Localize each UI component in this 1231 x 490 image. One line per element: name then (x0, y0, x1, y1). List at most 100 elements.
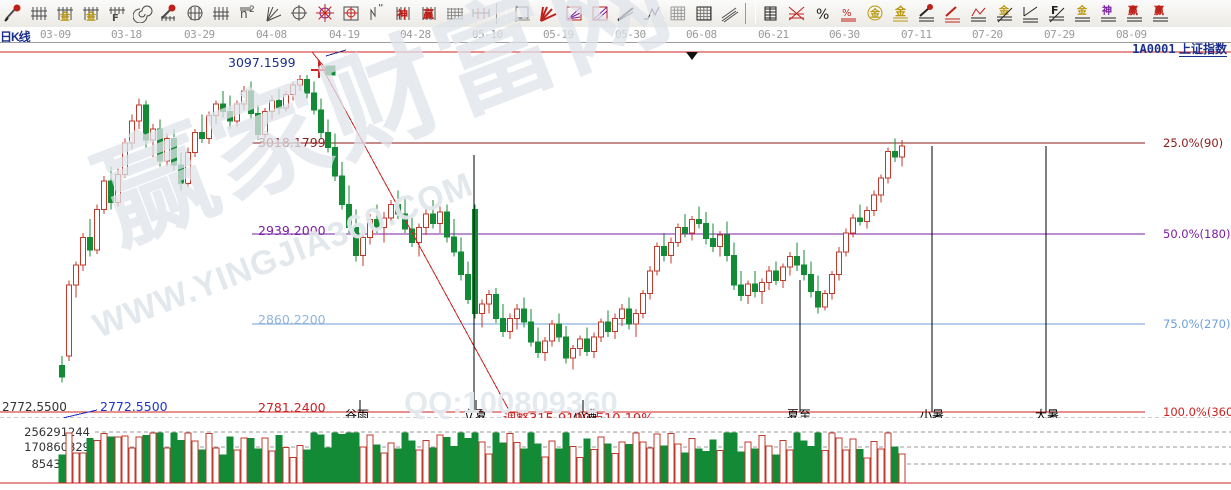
y-axis-price-label: 2772.5500 (2, 400, 67, 414)
percent-fib-icon[interactable]: 金 (992, 1, 1018, 26)
four-fib-icon[interactable]: 赢 (1122, 1, 1148, 26)
price-level-label: 3097.1599 (228, 55, 296, 70)
ladder-icon[interactable] (758, 1, 784, 26)
high-point-marker (325, 65, 336, 76)
wave-quote-icon[interactable]: " (364, 1, 390, 26)
rect-frame-icon[interactable] (509, 1, 535, 26)
solar-term-marker: 立夏 (463, 400, 487, 418)
date-axis-label: 08-09 (1116, 28, 1147, 41)
red-fan-icon[interactable] (535, 1, 561, 26)
crosshair-circle-icon[interactable] (286, 1, 312, 26)
date-axis-label: 07-29 (1044, 28, 1075, 41)
date-axis-label: 04-19 (329, 28, 360, 41)
comb-icon[interactable] (208, 1, 234, 26)
date-axis-label: 07-20 (972, 28, 1003, 41)
percent-icon[interactable]: % (810, 1, 836, 26)
date-axis-label: 03-09 (40, 28, 71, 41)
boxed-star-icon[interactable] (338, 1, 364, 26)
solar-term-marker: 谷雨 (345, 400, 369, 418)
svg-text:n: n (240, 7, 248, 21)
svg-text:金: 金 (59, 10, 71, 23)
f-grid-icon[interactable]: F (104, 1, 130, 26)
parallel-lines-icon[interactable] (717, 1, 743, 26)
date-axis-label: 04-08 (256, 28, 287, 41)
date-axis-label: 05-19 (543, 28, 574, 41)
k-line-mode-label: 日K线 (0, 30, 31, 44)
pen-tool-icon[interactable] (0, 1, 26, 26)
date-axis-label: 06-30 (829, 28, 860, 41)
f-fib-icon[interactable] (1018, 1, 1044, 26)
svg-text:夏至: 夏至 (787, 408, 811, 418)
zigzag-icon[interactable] (639, 1, 665, 26)
shen-fib-icon[interactable]: 金 (1070, 1, 1096, 26)
trend-lines-icon[interactable] (613, 1, 639, 26)
ying-fib-icon[interactable]: 神 (1096, 1, 1122, 26)
toolbar-separator (745, 3, 756, 24)
date-axis-label: 04-28 (400, 28, 431, 41)
measure-arrows-icon[interactable] (468, 1, 494, 26)
dotted-grid-icon[interactable] (442, 1, 468, 26)
circle-grid-icon[interactable] (182, 1, 208, 26)
svg-text:金: 金 (1076, 4, 1088, 17)
gold-fib2-icon[interactable]: F (1044, 1, 1070, 26)
box-diag-icon[interactable] (587, 1, 613, 26)
price-chart-svg: 25.0%(90) 50.0%(180) 75.0%(270) 100.0%(360)… (0, 49, 1231, 418)
gold-lines-icon[interactable]: 金 (888, 1, 914, 26)
svg-text:金: 金 (85, 10, 97, 23)
gold-circle-icon[interactable]: 金 (862, 1, 888, 26)
svg-text:赢: 赢 (1128, 4, 1138, 17)
svg-text:赢: 赢 (423, 7, 434, 21)
svg-text:金: 金 (869, 7, 881, 20)
percent-lines-icon[interactable]: % (836, 1, 862, 26)
gold-grid-icon[interactable]: 金 (52, 1, 78, 26)
mesh-grid2-icon[interactable] (691, 1, 717, 26)
symbol-name: 上证指数 (1178, 42, 1227, 57)
volume-pane[interactable]: 25629124417086082985430415 (0, 421, 1231, 490)
decline-annotation: 调整315.9199点10.19% (503, 412, 654, 418)
fib-level-line: 25.0%(90) (252, 136, 1223, 150)
date-axis-label: 03-18 (111, 28, 142, 41)
fan-lines-icon[interactable] (260, 1, 286, 26)
svg-text:%: % (816, 7, 829, 23)
date-axis-label: 03-29 (184, 28, 215, 41)
price-candlestick-pane[interactable]: 25.0%(90) 50.0%(180) 75.0%(270) 100.0%(360)… (0, 43, 1231, 418)
toolbar-separator (496, 3, 507, 24)
shen-grid-icon[interactable]: 神 (390, 1, 416, 26)
spiral-icon[interactable] (130, 1, 156, 26)
svg-text:大暑: 大暑 (1035, 408, 1059, 418)
svg-text:小满: 小满 (573, 408, 597, 418)
svg-text:F: F (112, 13, 119, 23)
svg-text:金: 金 (894, 4, 907, 18)
four-fib-extra-icon[interactable]: 赢 (1148, 1, 1174, 26)
svg-text:神: 神 (397, 7, 408, 21)
grid-lines-icon[interactable] (26, 1, 52, 26)
date-axis-label: 05-30 (615, 28, 646, 41)
price-level-label: 2860.2200 (258, 312, 326, 327)
volume-chart-svg: 25629124417086082985430415 (0, 425, 1231, 484)
price-level-label: 3018.1799 (258, 135, 326, 150)
ying-grid-icon[interactable]: 赢 (416, 1, 442, 26)
gold-grid2-icon[interactable]: 金 (78, 1, 104, 26)
svg-text:赢: 赢 (1154, 4, 1164, 17)
box-fan-icon[interactable] (561, 1, 587, 26)
symbol-code: 1A0001 (1132, 42, 1176, 56)
price-level-label: 2939.2000 (258, 223, 326, 238)
fib-level-line: 75.0%(270) (252, 317, 1230, 331)
red-lines-icon[interactable] (940, 1, 966, 26)
date-axis-label: 06-21 (758, 28, 789, 41)
price-level-label: 2781.2400 (258, 400, 326, 415)
solar-term-marker: 大暑 (1035, 400, 1059, 418)
brush-grid-icon[interactable] (156, 1, 182, 26)
solar-term-marker: 小满 (573, 400, 597, 418)
fib-level-line: 100.0%(360) (252, 405, 1231, 418)
pen-lines-icon[interactable] (914, 1, 940, 26)
starburst-icon[interactable] (312, 1, 338, 26)
svg-text:神: 神 (1102, 4, 1112, 17)
red-percent-chart-icon[interactable] (784, 1, 810, 26)
mesh-grid-icon[interactable] (665, 1, 691, 26)
gold-fib-icon[interactable] (966, 1, 992, 26)
svg-text:金: 金 (998, 4, 1010, 17)
volume-axis-label: 256291244 (24, 425, 90, 439)
